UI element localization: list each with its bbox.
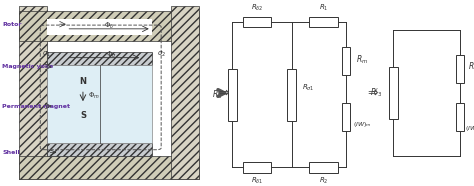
Bar [389,67,398,119]
Text: $R_{\delta 1}$: $R_{\delta 1}$ [251,176,264,186]
Text: S: S [80,111,86,120]
Text: $R_2$: $R_2$ [319,176,328,186]
Text: $\sigma_1$: $\sigma_1$ [42,49,51,59]
Bar [47,65,152,143]
Bar [47,143,152,156]
Text: $R_m$: $R_m$ [468,61,474,73]
Text: N: N [80,77,86,86]
Text: $R_m$: $R_m$ [356,53,368,66]
Text: Magnetic yoke: Magnetic yoke [2,65,54,69]
Bar [47,52,152,65]
Bar [19,156,199,179]
Text: $R_{\delta 2}$: $R_{\delta 2}$ [251,3,264,13]
Text: $R'_3$: $R'_3$ [370,87,383,99]
Bar [243,162,271,173]
Text: $\Phi_m$: $\Phi_m$ [88,91,100,101]
Bar [342,47,350,75]
Bar [456,55,464,83]
Text: $\Phi_\sigma$: $\Phi_\sigma$ [106,50,117,60]
Bar [309,162,337,173]
Text: $(IW)_m$: $(IW)_m$ [353,120,372,129]
Text: Permanent magnet: Permanent magnet [2,104,70,108]
Bar [19,11,199,41]
Bar [456,103,464,131]
Bar [309,17,337,27]
Text: ⇒: ⇒ [218,86,228,100]
Text: $\Phi_\delta$: $\Phi_\delta$ [104,21,114,31]
Bar [19,6,47,179]
Text: $R_1$: $R_1$ [319,3,328,13]
Text: Shell: Shell [2,150,20,155]
Text: Rotor: Rotor [2,22,22,27]
Text: $R_{\sigma 1}$: $R_{\sigma 1}$ [302,82,315,92]
Bar [342,103,350,131]
Bar [243,17,271,27]
Bar [47,19,152,35]
Bar [171,6,199,179]
Bar [228,69,237,121]
Text: $R_3$: $R_3$ [211,89,222,101]
Text: ⇒: ⇒ [367,86,377,100]
Text: $\sigma_2$: $\sigma_2$ [156,49,166,59]
Text: $(IW)_m$: $(IW)_m$ [465,124,474,133]
Bar [287,69,296,121]
